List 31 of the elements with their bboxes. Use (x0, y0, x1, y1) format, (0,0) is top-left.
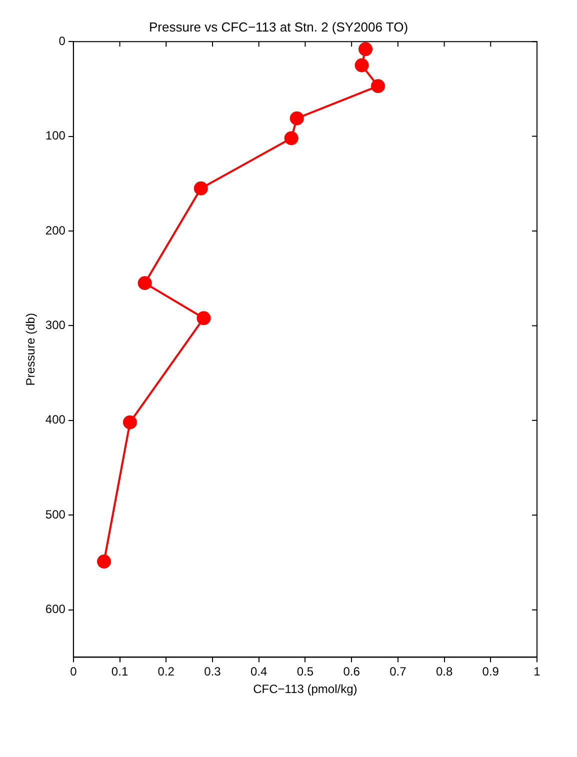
x-tick-label: 0.2 (158, 664, 175, 679)
y-tick-label: 400 (45, 412, 66, 427)
y-tick-label: 0 (58, 34, 66, 48)
y-axis-title: Pressure (db) (24, 313, 38, 386)
x-tick-label: 0.6 (343, 664, 360, 679)
y-tick-label: 200 (45, 223, 66, 238)
x-tick-label: 1 (534, 664, 541, 679)
point (290, 111, 304, 126)
point (122, 415, 137, 430)
point (138, 276, 152, 290)
point (284, 131, 298, 146)
x-tick-label: 0.5 (296, 664, 314, 679)
point (194, 181, 208, 196)
x-tick-label: 0.8 (436, 664, 453, 679)
y-tick-label: 300 (45, 318, 66, 332)
point (354, 58, 369, 72)
x-tick-label: 0.9 (482, 664, 500, 679)
point (196, 311, 211, 326)
x-tick-label: 0.1 (111, 664, 128, 679)
x-axis-title: CFC−113 (pmol/kg) (253, 682, 358, 696)
x-tick-label: 0.7 (390, 664, 407, 679)
y-tick-label: 600 (45, 602, 66, 616)
x-tick-label: 0 (70, 664, 78, 679)
point (370, 79, 385, 94)
y-tick-label: 100 (45, 128, 66, 143)
point (358, 42, 372, 56)
x-tick-label: 0.3 (204, 664, 222, 679)
chart-title: Pressure vs CFC−113 at Stn. 2 (SY2006 TO) (148, 19, 408, 34)
x-tick-label: 0.4 (250, 664, 268, 679)
y-tick-label: 500 (45, 507, 66, 522)
point (97, 554, 112, 569)
